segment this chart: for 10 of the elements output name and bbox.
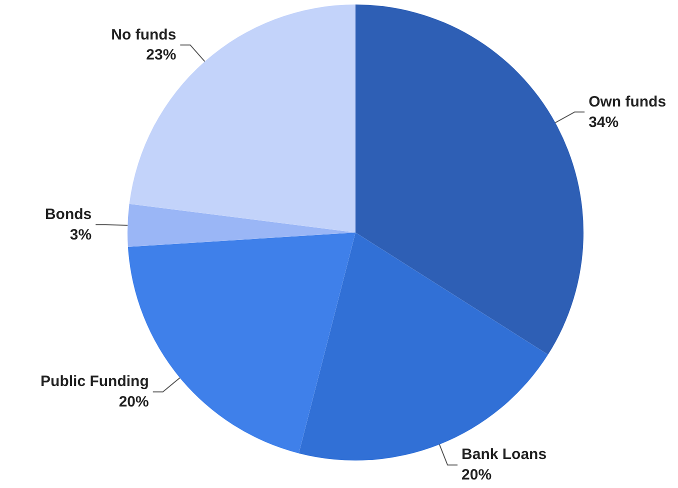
slice-label: Bonds	[44, 206, 92, 223]
slice-label: No funds	[111, 26, 176, 44]
data-label: 23%	[146, 46, 176, 64]
data-label: 20%	[118, 394, 149, 411]
data-label: 20%	[462, 466, 492, 484]
slice-label: Public Funding	[40, 373, 149, 390]
slice-label: Bank Loans	[462, 446, 547, 464]
data-label: 3%	[70, 226, 92, 244]
data-label: 34%	[588, 114, 619, 131]
slice-label: Own funds	[588, 93, 666, 110]
